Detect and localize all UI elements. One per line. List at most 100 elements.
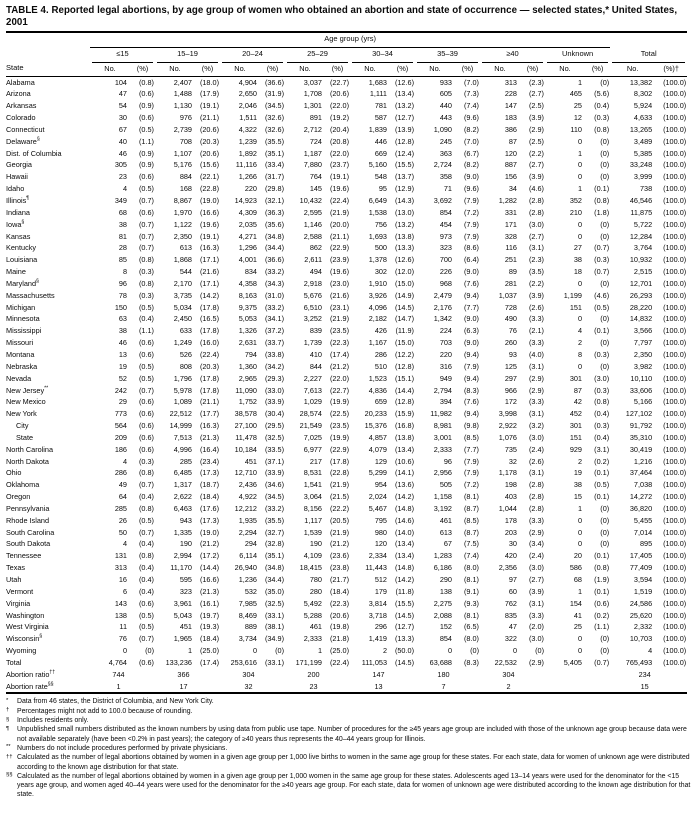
cell-pct: (19.6): [199, 219, 219, 229]
cell-pct: (30.4): [264, 409, 284, 419]
cell-pct: (2.7): [528, 160, 544, 170]
state-name: Arkansas: [6, 101, 37, 111]
cell-pct: (9.4): [463, 349, 479, 359]
no-subheader: No.: [429, 63, 441, 73]
cell-no: 12,212: [234, 503, 257, 513]
cell-pct: (17.8): [329, 456, 349, 466]
cell-pct: (14.8): [394, 503, 414, 513]
cell-no: 91,792: [629, 421, 653, 431]
cell-pct: (33.2): [264, 503, 284, 513]
cell-pct: (9.1): [463, 586, 479, 596]
cell-pct: (2.9): [528, 124, 544, 134]
cell-pct: (0): [535, 646, 544, 656]
cell-pct: (4.6): [594, 290, 610, 300]
cell-pct: (19.9): [329, 432, 349, 442]
cell-pct: (13.2): [394, 219, 414, 229]
cell-pct: (3.9): [528, 172, 544, 182]
header-row-no-pct: No. (%) No. (%) No. (%) No. (%) No. (%) No. (%) No. (…: [6, 63, 687, 76]
cell-no: 0: [577, 539, 582, 549]
cell-no: 78: [118, 290, 127, 300]
cell-no: 2,918: [303, 278, 322, 288]
cell-pct: (18.4): [199, 492, 219, 502]
cell-no: 2,712: [303, 124, 322, 134]
col-group-label: 25–29: [287, 48, 348, 63]
cell-pct: (15.1): [394, 373, 414, 383]
cell-pct: (32.5): [264, 432, 284, 442]
cell-pct: (3.5): [528, 267, 544, 277]
cell-pct: (2.8): [528, 492, 544, 502]
cell-no: 1: [577, 503, 582, 513]
table-row: Missouri 46 (0.6) 1,249 (16.0) 2,631 (33.7) 1,7…: [6, 337, 687, 349]
table-row: Tennessee 131 (0.8) 2,994 (17.2) 6,114 (35.1) 4…: [6, 550, 687, 562]
cell-no: 6: [122, 586, 127, 596]
cell-no: 1,317: [173, 480, 192, 490]
table-row: Arizona 47 (0.6) 1,488 (17.9) 2,650 (31.9) 1,70…: [6, 88, 687, 100]
cell-no: 301: [569, 373, 582, 383]
age-group-span: Age group (yrs): [90, 32, 611, 48]
cell-no: 33,606: [629, 385, 653, 395]
cell-no: 64: [118, 492, 127, 502]
cell-pct: (20.0): [329, 219, 349, 229]
pct-subheader: (%): [526, 63, 539, 73]
cell-no: 1,090: [433, 124, 452, 134]
cell-no: 3,566: [633, 326, 653, 336]
cell-pct: (21.1): [199, 113, 219, 123]
cell-no: 2,024: [368, 492, 387, 502]
cell-no: 11,090: [235, 385, 257, 395]
cell-pct: (2.9): [528, 373, 544, 383]
cell-no: 1,342: [433, 314, 452, 324]
state-name: New York: [6, 409, 37, 419]
cell-pct: (0.3): [594, 255, 610, 265]
state-name: Hawaii: [6, 172, 28, 182]
cell-no: 795: [374, 515, 387, 525]
cell-pct: (34.2): [264, 361, 284, 371]
cell-no: 0: [577, 278, 582, 288]
cell-no: 96: [443, 456, 452, 466]
cell-pct: (22.3): [329, 598, 349, 608]
cell-pct: (0.3): [594, 421, 610, 431]
cell-no: 4: [648, 646, 653, 656]
cell-pct: (3.3): [528, 338, 544, 348]
cell-pct: (0): [600, 136, 610, 146]
state-name: Nebraska: [6, 361, 38, 371]
cell-pct: (23.0): [329, 278, 349, 288]
cell-no: 60: [508, 586, 517, 596]
col-group-label: ≤15: [92, 48, 153, 63]
cell-no: 613: [439, 527, 452, 537]
cell-pct: (6.3): [463, 326, 479, 336]
cell-no: 738: [640, 184, 653, 194]
cell-no: 4,857: [368, 432, 387, 442]
cell-pct: (22.0): [329, 148, 349, 158]
state-name: Ohio: [6, 468, 22, 478]
cell-pct: (2.8): [528, 196, 544, 206]
cell-no: 1,301: [303, 101, 322, 111]
cell-pct: (100.0): [663, 397, 687, 407]
cell-no: 125: [504, 361, 517, 371]
cell-no: 85: [118, 255, 127, 265]
cell-no: 4,996: [173, 444, 192, 454]
cell-pct: (13.9): [394, 124, 414, 134]
cell-pct: (0.6): [138, 349, 154, 359]
cell-no: 564: [114, 421, 127, 431]
cell-no: 762: [504, 598, 517, 608]
cell-pct: (2.7): [528, 575, 544, 585]
pct-subheader: (%): [266, 63, 279, 73]
cell-pct: (50.0): [394, 646, 414, 656]
cell-pct: (22.8): [329, 468, 349, 478]
table-body: Alabama 104 (0.8) 2,407 (18.0) 4,904 (36.6) 3,0…: [6, 76, 687, 693]
cell-no: 220: [439, 349, 452, 359]
cell-no: 1,523: [368, 373, 387, 383]
cell-pct: (9.0): [463, 267, 479, 277]
cell-no: 586: [569, 563, 582, 573]
cell-pct: (0.5): [594, 302, 610, 312]
cell-pct: (2.2): [528, 278, 544, 288]
cell-no: 2,631: [238, 338, 257, 348]
cell-pct: (100.0): [663, 113, 687, 123]
cell-no: 13,265: [629, 124, 653, 134]
cell-pct: (100.0): [663, 492, 687, 502]
cell-no: 97: [508, 575, 517, 585]
cell-no: 28,574: [299, 409, 322, 419]
cell-pct: (34.4): [264, 575, 284, 585]
cell-no: 2,046: [238, 101, 257, 111]
cell-no: 887: [504, 160, 517, 170]
